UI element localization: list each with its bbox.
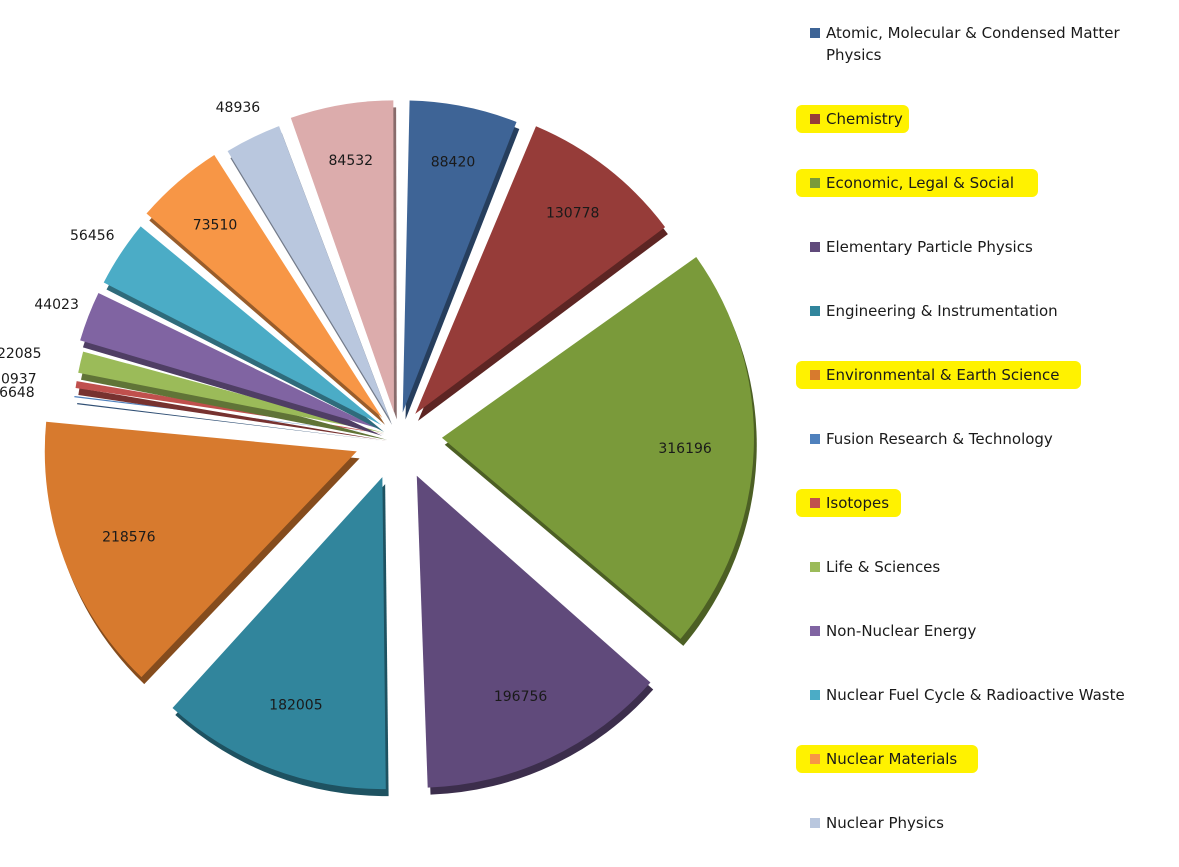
legend-label-engineering-and-instrumentation: Engineering & Instrumentation bbox=[826, 302, 1058, 320]
data-label-nuclear-power-and-safety: 84532 bbox=[329, 153, 374, 169]
legend-label-non-nuclear-energy: Non-Nuclear Energy bbox=[826, 622, 976, 640]
legend-swatch-isotopes bbox=[810, 498, 820, 508]
data-label-nuclear-materials: 73510 bbox=[193, 217, 238, 233]
legend-highlight-isotopes bbox=[796, 489, 901, 517]
legend-swatch-chemistry bbox=[810, 114, 820, 124]
legend-label-elementary-particle-physics: Elementary Particle Physics bbox=[826, 238, 1033, 256]
legend-swatch-atomic-molecular-and-condensed-matter-physics bbox=[810, 28, 820, 38]
slice-nuclear-physics bbox=[227, 126, 390, 419]
data-label-nuclear-physics: 48936 bbox=[216, 100, 261, 116]
legend-label-nuclear-materials: Nuclear Materials bbox=[826, 750, 957, 768]
legend-swatch-nuclear-physics bbox=[810, 818, 820, 828]
legend-highlight-economic-legal-and-social bbox=[796, 169, 1038, 197]
data-label-economic-legal-and-social: 316196 bbox=[658, 441, 712, 457]
slice-chemistry bbox=[415, 126, 666, 414]
slice-atomic-molecular-and-condensed-matter-physics bbox=[402, 100, 517, 413]
legend-swatch-nuclear-materials bbox=[810, 754, 820, 764]
legend-label-chemistry: Chemistry bbox=[826, 110, 903, 128]
data-label-fusion-research-and-technology: 6648 bbox=[0, 385, 35, 401]
legend-highlight-nuclear-materials bbox=[796, 745, 978, 773]
slice-nuclear-power-and-safety bbox=[290, 100, 394, 413]
data-label-elementary-particle-physics: 196756 bbox=[494, 689, 548, 705]
legend-label-atomic-molecular-and-condensed-matter-physics: Atomic, Molecular & Condensed Matter Phys… bbox=[826, 24, 1121, 64]
legend-swatch-elementary-particle-physics bbox=[810, 242, 820, 252]
legend-swatch-non-nuclear-energy bbox=[810, 626, 820, 636]
legend-highlight-environmental-and-earth-science bbox=[796, 361, 1081, 389]
legend-label-life-and-sciences: Life & Sciences bbox=[826, 558, 940, 576]
data-label-chemistry: 130778 bbox=[546, 205, 599, 221]
pie-slices bbox=[44, 100, 757, 797]
legend-label-environmental-and-earth-science: Environmental & Earth Science bbox=[826, 366, 1060, 384]
legend-label-nuclear-fuel-cycle-and-radioactive-waste: Nuclear Fuel Cycle & Radioactive Waste bbox=[826, 686, 1125, 704]
slice-nuclear-materials bbox=[146, 154, 383, 418]
data-label-engineering-and-instrumentation: 182005 bbox=[269, 698, 322, 714]
slice-depth-isotopes bbox=[78, 388, 387, 441]
legend-highlight-chemistry bbox=[796, 105, 909, 133]
slice-elementary-particle-physics bbox=[416, 475, 651, 788]
slice-depth-fusion-research-and-technology bbox=[77, 402, 387, 442]
data-label-atomic-molecular-and-condensed-matter-physics: 88420 bbox=[431, 155, 476, 171]
legend-swatch-economic-legal-and-social bbox=[810, 178, 820, 188]
legend-swatch-environmental-and-earth-science bbox=[810, 370, 820, 380]
slice-engineering-and-instrumentation bbox=[172, 477, 386, 790]
data-label-isotopes: 10937 bbox=[0, 371, 37, 387]
slice-environmental-and-earth-science bbox=[44, 421, 357, 678]
data-labels: 88420 130778 316196 196756 182005 218576 66481… bbox=[0, 100, 712, 714]
data-label-non-nuclear-energy: 44023 bbox=[34, 297, 79, 313]
slice-non-nuclear-energy bbox=[80, 292, 380, 429]
data-label-nuclear-fuel-cycle-and-radioactive-waste: 56456 bbox=[70, 228, 115, 244]
legend-label-fusion-research-and-technology: Fusion Research & Technology bbox=[826, 430, 1053, 448]
slice-nuclear-fuel-cycle-and-radioactive-waste bbox=[103, 226, 382, 426]
legend: Atomic, Molecular & Condensed Matter Phys… bbox=[796, 24, 1125, 832]
legend-swatch-engineering-and-instrumentation bbox=[810, 306, 820, 316]
legend-swatch-life-and-sciences bbox=[810, 562, 820, 572]
legend-label-isotopes: Isotopes bbox=[826, 494, 889, 512]
legend-swatch-nuclear-fuel-cycle-and-radioactive-waste bbox=[810, 690, 820, 700]
legend-label-economic-legal-and-social: Economic, Legal & Social bbox=[826, 174, 1014, 192]
legend-label-nuclear-physics: Nuclear Physics bbox=[826, 814, 944, 832]
data-label-life-and-sciences: 22085 bbox=[0, 346, 42, 362]
slice-economic-legal-and-social bbox=[441, 257, 754, 639]
data-label-environmental-and-earth-science: 218576 bbox=[102, 529, 156, 545]
legend-swatch-fusion-research-and-technology bbox=[810, 434, 820, 444]
